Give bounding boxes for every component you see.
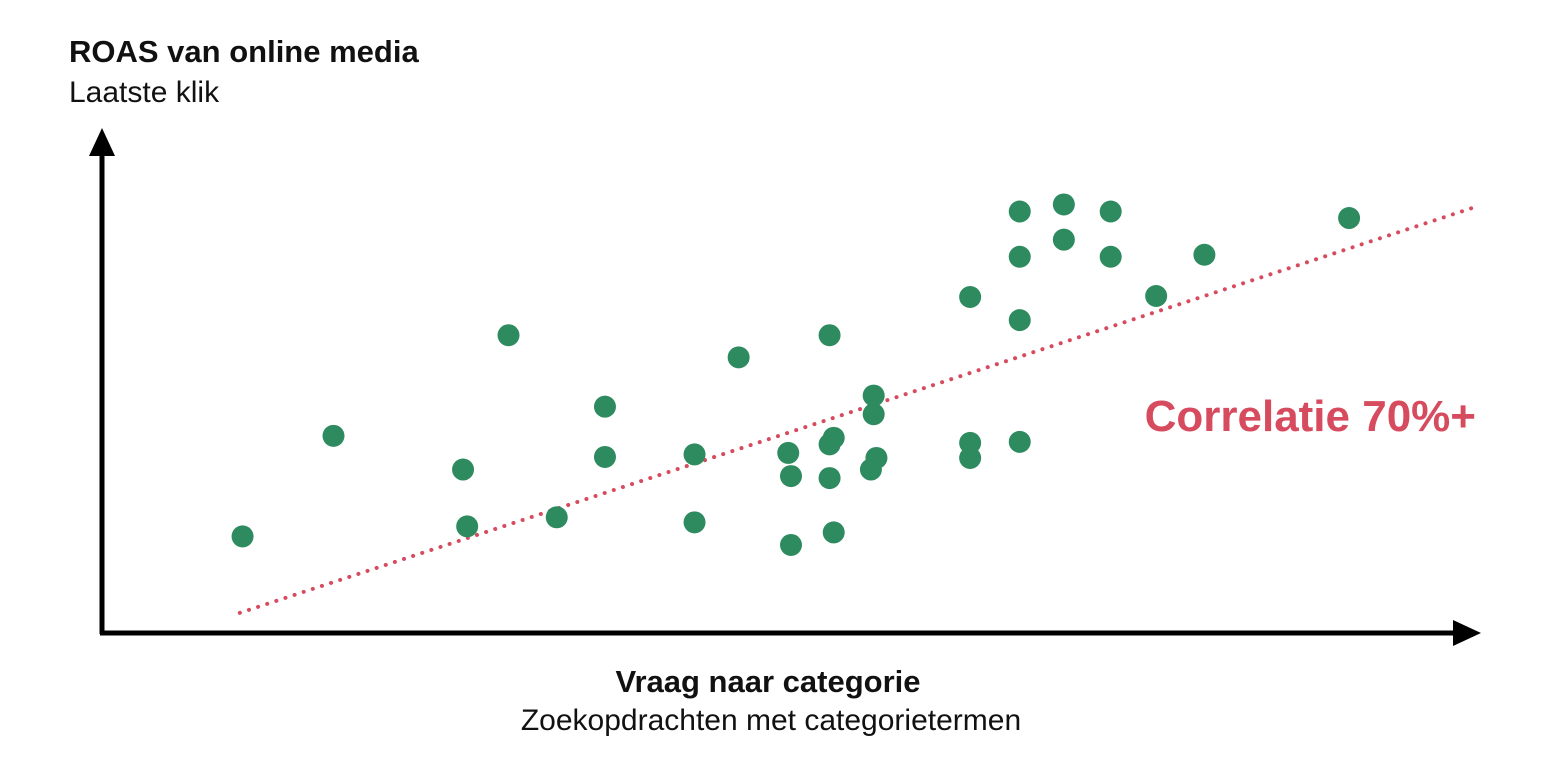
y-axis-arrow-icon <box>89 128 115 156</box>
data-point <box>456 515 479 538</box>
data-point <box>497 324 520 347</box>
trendline-layer <box>237 203 1482 615</box>
data-point <box>959 431 982 454</box>
data-point <box>1008 200 1031 223</box>
data-point <box>822 521 845 544</box>
data-point <box>1008 245 1031 268</box>
data-point <box>780 465 802 488</box>
data-point <box>1008 309 1031 332</box>
data-point <box>727 346 750 369</box>
data-point <box>593 445 616 468</box>
data-point <box>1052 193 1075 216</box>
data-point <box>959 285 982 308</box>
x-axis-title: Vraag naar categorie <box>616 664 921 699</box>
data-point <box>1099 200 1122 223</box>
axes <box>89 128 1481 646</box>
data-point <box>818 324 841 347</box>
data-point <box>1052 228 1075 251</box>
data-point <box>1193 243 1216 266</box>
data-point <box>322 424 345 447</box>
data-point <box>777 441 800 464</box>
correlation-annotation: Correlatie 70%+ <box>1145 392 1476 441</box>
data-point <box>959 446 982 469</box>
x-axis-subtitle: Zoekopdrachten met categorietermen <box>521 704 1021 737</box>
data-point <box>780 533 802 556</box>
trendline <box>237 203 1482 615</box>
data-point <box>1099 245 1122 268</box>
data-point <box>683 443 706 466</box>
data-point <box>545 506 568 529</box>
data-point <box>452 458 475 481</box>
data-point <box>683 511 706 534</box>
data-point <box>1338 207 1361 230</box>
y-axis-title: ROAS van online media <box>69 34 419 69</box>
data-point <box>231 525 254 548</box>
y-axis-subtitle: Laatste klik <box>69 76 220 109</box>
data-point <box>593 395 616 418</box>
data-point <box>859 458 882 481</box>
data-points-layer <box>231 193 1361 556</box>
data-point <box>818 467 841 490</box>
data-point <box>1008 430 1031 453</box>
data-point <box>822 426 845 449</box>
x-axis-arrow-icon <box>1453 620 1481 646</box>
data-point <box>862 384 885 407</box>
data-point <box>1145 284 1168 307</box>
data-point <box>862 403 885 426</box>
